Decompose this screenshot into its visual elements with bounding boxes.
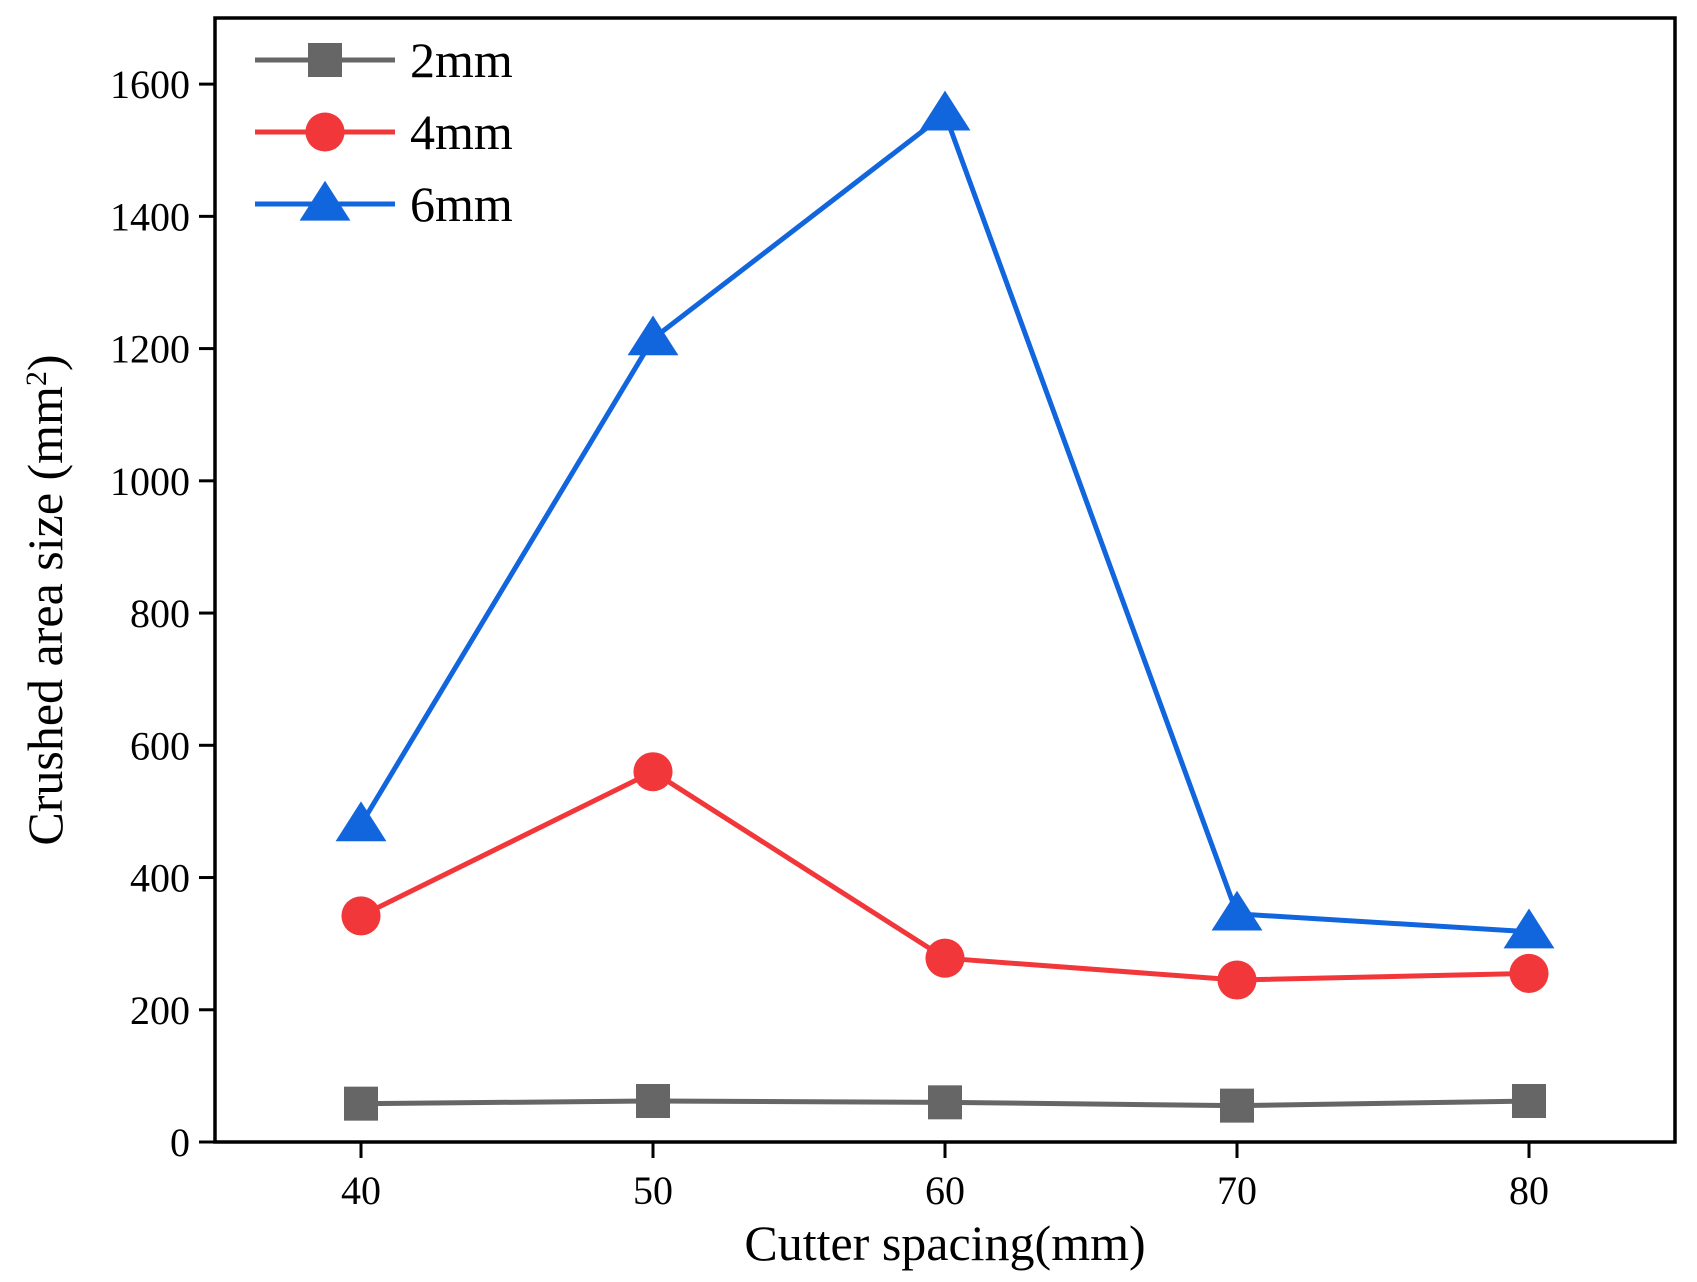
data-point-4mm xyxy=(1217,960,1257,1000)
y-tick-label: 0 xyxy=(170,1120,190,1165)
series-line-6mm xyxy=(358,111,1530,935)
legend-label: 2mm xyxy=(410,32,513,88)
plot-frame xyxy=(213,16,1677,1144)
legend-item-4mm: 4mm xyxy=(255,104,513,160)
data-point-4mm xyxy=(341,896,381,936)
y-tick-label: 400 xyxy=(130,856,190,901)
legend-marker-triangle xyxy=(299,180,351,221)
legend-item-2mm: 2mm xyxy=(255,32,513,88)
y-tick-label: 1400 xyxy=(110,194,190,239)
y-tick-label: 1200 xyxy=(110,327,190,372)
y-tick-label: 1600 xyxy=(110,62,190,107)
data-point-4mm xyxy=(1509,953,1549,993)
series-layer xyxy=(335,90,1555,1123)
data-point-6mm xyxy=(627,315,679,356)
data-point-6mm xyxy=(335,801,387,842)
x-tick-label: 50 xyxy=(633,1168,673,1213)
x-tick-label: 80 xyxy=(1509,1168,1549,1213)
legend-label: 4mm xyxy=(410,104,513,160)
data-point-4mm xyxy=(925,938,965,978)
y-axis-title-text: Crushed area size (mm xyxy=(17,386,73,846)
data-point-2mm xyxy=(928,1085,962,1120)
legend: 2mm 4mm 6mm xyxy=(255,32,513,232)
y-tick-label: 200 xyxy=(130,988,190,1033)
data-point-6mm xyxy=(1211,890,1263,931)
y-axis-title-superscript: 2 xyxy=(20,371,53,386)
data-point-6mm xyxy=(919,90,971,131)
legend-item-6mm: 6mm xyxy=(255,176,513,232)
series-4mm xyxy=(341,752,1549,1000)
data-point-2mm xyxy=(1512,1084,1546,1119)
y-axis-title-suffix: ) xyxy=(17,354,73,371)
legend-marker-circle xyxy=(305,112,345,152)
x-axis-ticks: 40 50 60 70 80 xyxy=(341,1142,1549,1213)
series-6mm xyxy=(335,90,1555,949)
x-tick-label: 60 xyxy=(925,1168,965,1213)
legend-marker-square xyxy=(308,43,342,77)
data-point-2mm xyxy=(344,1086,378,1121)
y-tick-label: 600 xyxy=(130,723,190,768)
data-point-4mm xyxy=(633,752,673,792)
x-axis-title: Cutter spacing(mm) xyxy=(744,1215,1145,1271)
x-tick-label: 70 xyxy=(1217,1168,1257,1213)
data-point-2mm xyxy=(636,1084,670,1119)
y-tick-label: 800 xyxy=(130,591,190,636)
y-axis-title: Crushed area size (mm2) xyxy=(17,354,73,845)
data-point-2mm xyxy=(1220,1088,1254,1123)
x-tick-label: 40 xyxy=(341,1168,381,1213)
series-2mm xyxy=(344,1084,1546,1123)
legend-label: 6mm xyxy=(410,176,513,232)
y-tick-label: 1000 xyxy=(110,459,190,504)
data-point-6mm xyxy=(1503,908,1555,949)
y-axis-ticks: 0 200 400 600 800 1000 1200 1400 1600 xyxy=(110,62,215,1165)
